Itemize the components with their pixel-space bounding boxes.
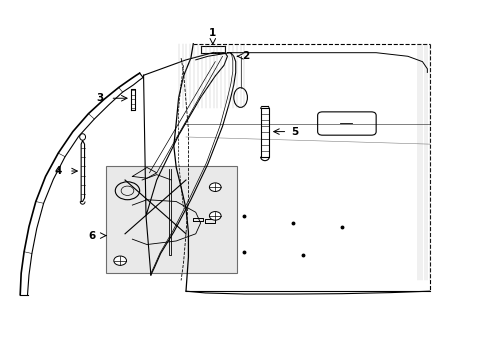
Text: 3: 3 xyxy=(96,93,103,103)
Circle shape xyxy=(209,183,221,192)
Text: 6: 6 xyxy=(88,231,96,240)
Text: 4: 4 xyxy=(54,166,61,176)
Circle shape xyxy=(114,256,126,265)
Circle shape xyxy=(209,212,221,220)
Text: 2: 2 xyxy=(242,51,249,61)
Text: 1: 1 xyxy=(209,28,216,39)
FancyBboxPatch shape xyxy=(105,166,237,273)
Text: 5: 5 xyxy=(290,127,298,136)
